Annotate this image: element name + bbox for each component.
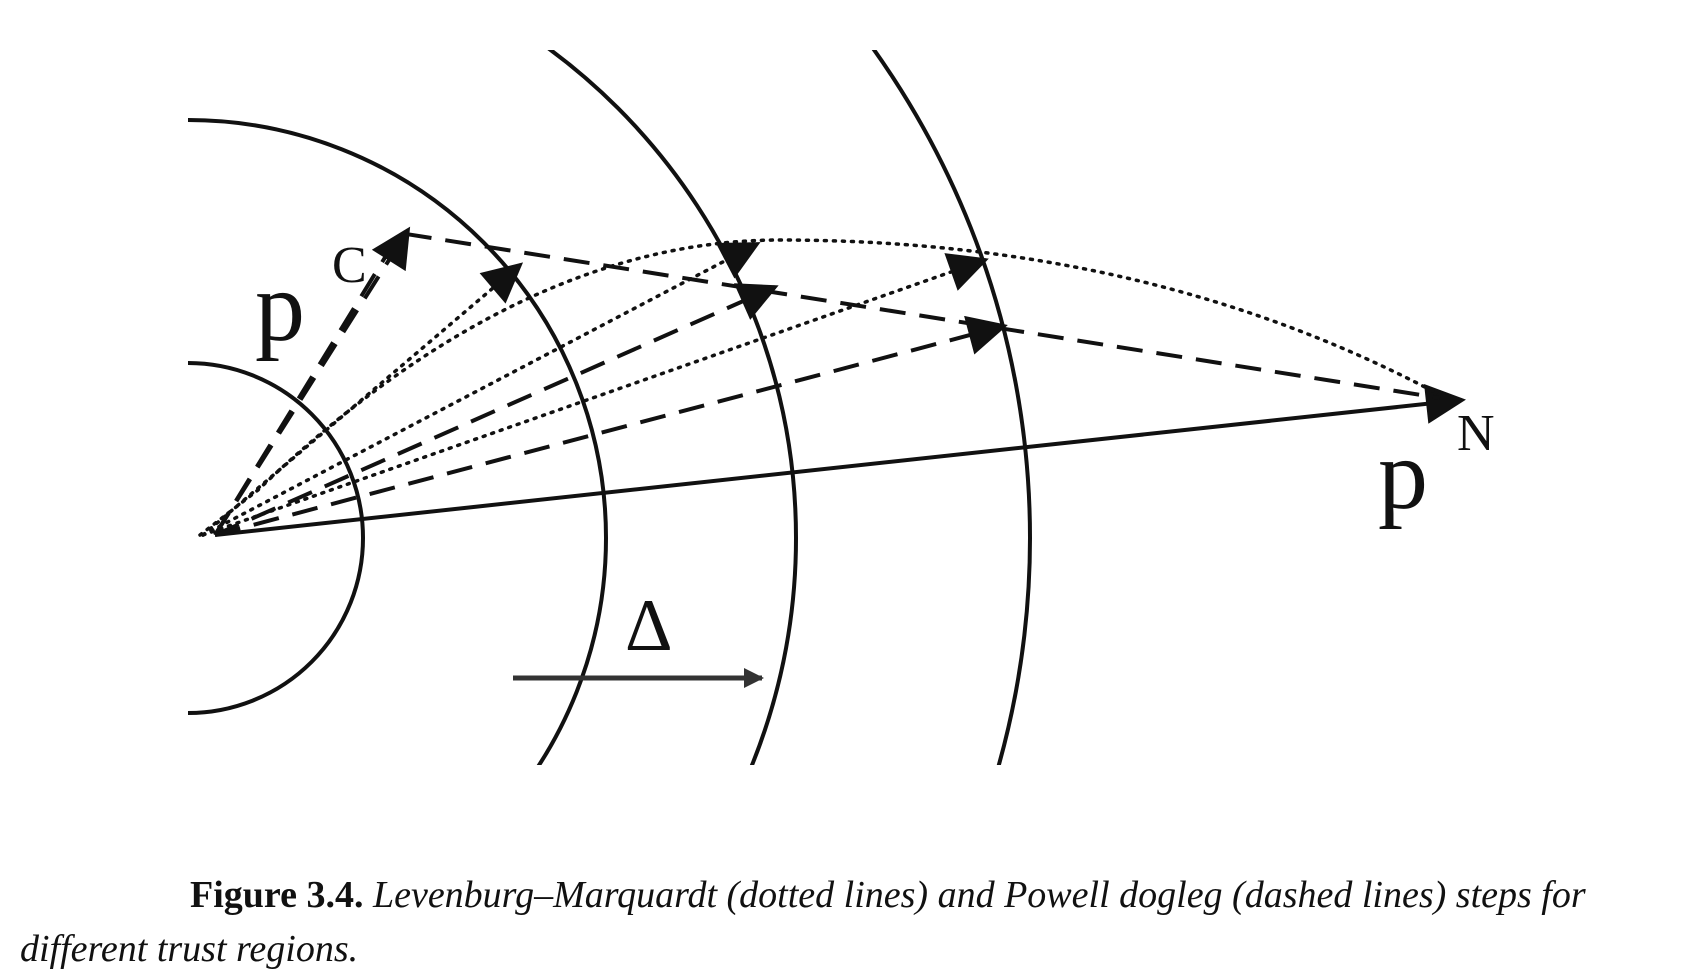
lm-step-2 (201, 242, 761, 537)
cauchy-label-base: p (255, 251, 305, 362)
lm-step-3 (201, 253, 989, 537)
dogleg-step-2 (214, 283, 779, 537)
newton-label-sup: N (1457, 405, 1495, 462)
cauchy-label-sup: C (332, 237, 367, 294)
dogleg-step-3 (214, 315, 1008, 537)
figure-caption-text: Levenburg–Marquardt (dotted lines) and P… (20, 874, 1586, 970)
trust-region-circle-1 (188, 361, 365, 715)
figure-caption-label: Figure 3.4. (190, 874, 364, 916)
trust-region-circles (188, 50, 1032, 765)
delta-label: Δ (625, 585, 673, 667)
figure-caption: Figure 3.4. Levenburg–Marquardt (dotted … (20, 868, 1670, 976)
dogleg-step-cauchy (213, 226, 411, 537)
dogleg-steps (213, 226, 1008, 537)
cauchy-point-label: p C (255, 237, 367, 362)
lm-steps (201, 242, 989, 537)
dogleg-path-dashed (213, 230, 1441, 537)
trust-region-circle-4 (871, 50, 1032, 765)
lm-curve-dotted (198, 238, 1442, 537)
trust-region-circle-3 (546, 50, 798, 765)
newton-step-arrow (214, 383, 1466, 537)
lm-step-1 (201, 262, 524, 537)
newton-label-base: p (1378, 419, 1428, 530)
newton-point-label: p N (1378, 405, 1495, 530)
trust-region-circle-2 (188, 118, 608, 765)
